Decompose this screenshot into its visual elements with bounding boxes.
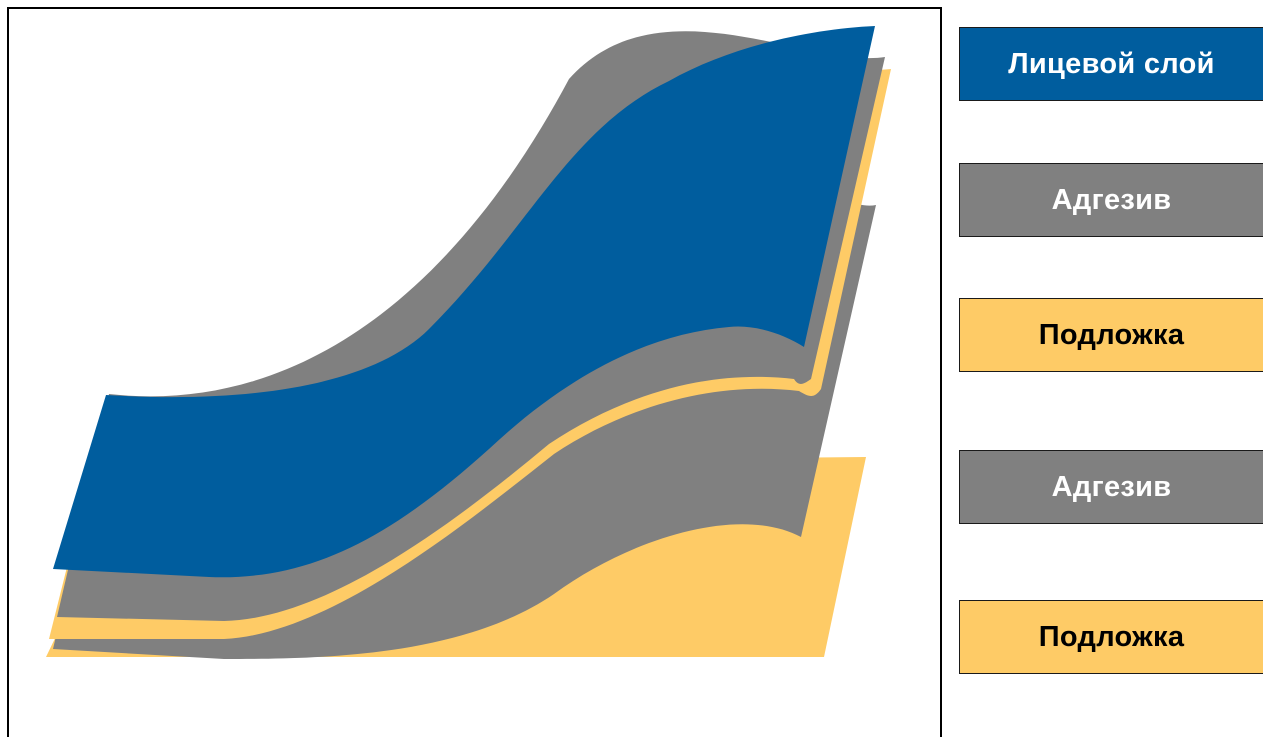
legend-face-layer-label: Лицевой слой (1008, 47, 1215, 80)
legend-substrate-upper: Подложка (959, 298, 1263, 372)
legend-adhesive-upper: Адгезив (959, 163, 1263, 237)
layers-illustration-frame (7, 7, 942, 737)
legend-adhesive-lower: Адгезив (959, 450, 1263, 524)
legend-substrate-upper-label: Подложка (1038, 318, 1185, 351)
legend-adhesive-lower-label: Адгезив (1051, 470, 1172, 503)
legend-substrate-lower-label: Подложка (1038, 620, 1185, 653)
legend-face-layer: Лицевой слой (959, 27, 1263, 101)
face-layer (53, 26, 875, 578)
legend-substrate-lower: Подложка (959, 600, 1263, 674)
layer-stack-illustration (46, 26, 891, 659)
legend-adhesive-upper-label: Адгезив (1051, 183, 1172, 216)
